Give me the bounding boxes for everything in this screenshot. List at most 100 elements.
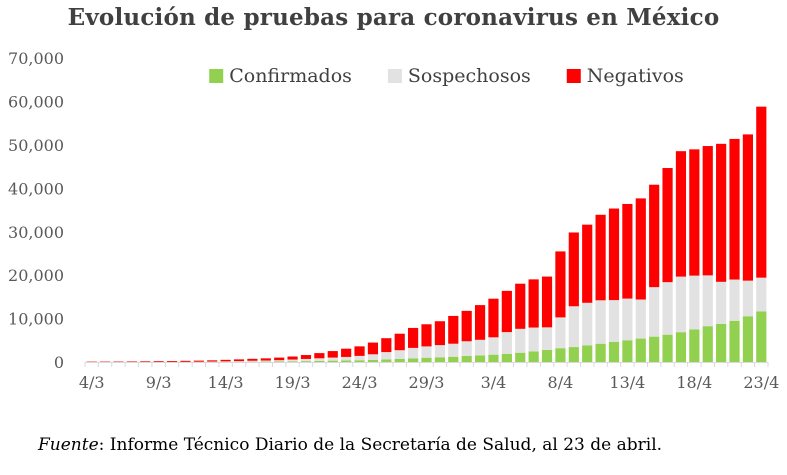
- bar-segment-negativos: [180, 360, 191, 362]
- bar-segment-sospechosos: [608, 300, 620, 342]
- bar-segment-negativos: [300, 355, 312, 359]
- bar-segment-confirmados: [314, 360, 325, 362]
- y-tick-label: 20,000: [8, 266, 64, 285]
- legend-label: Confirmados: [229, 65, 352, 87]
- bar-segment-sospechosos: [408, 347, 419, 359]
- bar-segment-negativos: [716, 143, 727, 282]
- bar-segment-confirmados: [394, 358, 405, 362]
- x-tick-label: 23/4: [743, 373, 779, 392]
- y-tick-label: 10,000: [8, 310, 64, 329]
- bar-segment-negativos: [434, 321, 445, 346]
- bar-segment-sospechosos: [367, 354, 379, 360]
- bar-segment-negativos: [555, 251, 566, 318]
- bar-segment-negativos: [635, 198, 646, 300]
- bar-segment-sospechosos: [327, 357, 338, 361]
- bar-segment-negativos: [193, 360, 204, 362]
- bar-segment-confirmados: [354, 360, 365, 362]
- bar-segment-negativos: [729, 138, 740, 280]
- bar-segment-confirmados: [408, 358, 419, 362]
- bar-segment-sospechosos: [341, 356, 352, 361]
- bar-segment-sospechosos: [649, 287, 660, 337]
- bar-segment-negativos: [153, 361, 164, 362]
- bar-segment-negativos: [287, 356, 298, 360]
- bar-segment-negativos: [381, 338, 392, 353]
- bar-segment-sospechosos: [448, 343, 459, 357]
- bar-segment-negativos: [488, 298, 499, 338]
- bar-segment-sospechosos: [394, 350, 405, 359]
- bar-segment-confirmados: [649, 336, 660, 362]
- source-note: Fuente: Informe Técnico Diario de la Sec…: [38, 435, 662, 455]
- bar-segment-negativos: [608, 208, 620, 301]
- bar-segment-confirmados: [528, 351, 539, 362]
- bar-segment-negativos: [675, 151, 687, 277]
- source-text: : Informe Técnico Diario de la Secretarí…: [98, 435, 663, 455]
- bar-segment-confirmados: [716, 323, 727, 362]
- bar-segment-sospechosos: [474, 339, 486, 356]
- bar-segment-negativos: [166, 361, 178, 362]
- bar-segment-confirmados: [421, 357, 432, 362]
- bar-segment-sospechosos: [515, 328, 526, 353]
- bar-segment-sospechosos: [300, 358, 312, 362]
- bar-segment-confirmados: [300, 361, 312, 362]
- bar-segment-confirmados: [381, 359, 392, 362]
- bar-segment-confirmados: [448, 356, 459, 362]
- bar-segment-confirmados: [568, 347, 579, 362]
- bar-segment-confirmados: [488, 354, 499, 362]
- bar-segment-negativos: [474, 305, 486, 340]
- bar-segment-negativos: [260, 358, 271, 361]
- bar-segment-sospechosos: [662, 282, 673, 335]
- bar-segment-confirmados: [274, 361, 285, 362]
- chart-title: Evolución de pruebas para coronavirus en…: [67, 4, 720, 31]
- bar-segment-sospechosos: [501, 332, 512, 354]
- legend: Confirmados Sospechosos Negativos: [209, 65, 684, 87]
- bar-segment-sospechosos: [381, 352, 392, 360]
- bar-segment-sospechosos: [421, 346, 432, 358]
- bar-segment-sospechosos: [595, 300, 606, 344]
- legend-item-sospechosos: Sospechosos: [387, 65, 531, 87]
- y-tick-label: 0: [54, 353, 64, 372]
- source-label: Fuente: [38, 435, 99, 455]
- bar-segment-sospechosos: [233, 361, 245, 362]
- legend-item-confirmados: Confirmados: [209, 65, 352, 87]
- bar-segment-confirmados: [742, 316, 753, 362]
- bar-segment-sospechosos: [716, 281, 727, 324]
- x-tick-label: 13/4: [609, 373, 645, 392]
- bar-segment-negativos: [702, 146, 713, 276]
- y-tick-label: 70,000: [8, 49, 64, 68]
- bar-segment-sospechosos: [541, 327, 553, 350]
- bar-segment-sospechosos: [555, 317, 566, 349]
- bar-segment-negativos: [461, 310, 472, 342]
- bar-segment-confirmados: [689, 329, 700, 362]
- bar-segment-confirmados: [582, 345, 593, 362]
- bar-segment-negativos: [274, 357, 285, 361]
- x-tick-label: 9/3: [146, 373, 172, 392]
- bar-segment-negativos: [394, 333, 405, 351]
- stacked-bar-chart: Confirmados Sospechosos Negativos 0 10,000 2…: [8, 49, 779, 392]
- x-tick-label: 3/4: [481, 373, 507, 392]
- bar-segment-sospechosos: [689, 275, 700, 330]
- bar-segment-negativos: [649, 184, 660, 288]
- bar-segment-negativos: [207, 360, 218, 362]
- bar-segment-confirmados: [702, 326, 713, 362]
- x-axis: 4/3 9/3 14/3 19/3 24/3 29/3 3/4 8/4 13/4 18/4 23/4: [79, 362, 779, 392]
- bar-segment-confirmados: [595, 343, 606, 362]
- bar-segment-sospechosos: [582, 302, 593, 346]
- bar-segment-negativos: [582, 224, 593, 303]
- legend-swatch: [566, 69, 581, 83]
- legend-label: Negativos: [587, 65, 684, 87]
- x-tick-label: 24/3: [342, 373, 378, 392]
- bar-segment-confirmados: [541, 349, 553, 362]
- y-tick-label: 30,000: [8, 223, 64, 242]
- bar-segment-confirmados: [461, 356, 472, 362]
- bar-segment-negativos: [622, 203, 633, 299]
- bar-segment-confirmados: [341, 360, 352, 362]
- y-tick-label: 60,000: [8, 93, 64, 112]
- bar-segment-sospechosos: [756, 277, 767, 312]
- y-tick-label: 40,000: [8, 179, 64, 198]
- legend-swatch: [387, 69, 402, 83]
- bar-segment-negativos: [662, 168, 673, 283]
- x-tick-label: 29/3: [409, 373, 445, 392]
- bar-segment-confirmados: [327, 360, 338, 362]
- bar-segment-sospechosos: [675, 276, 687, 333]
- bar-segment-negativos: [140, 361, 151, 362]
